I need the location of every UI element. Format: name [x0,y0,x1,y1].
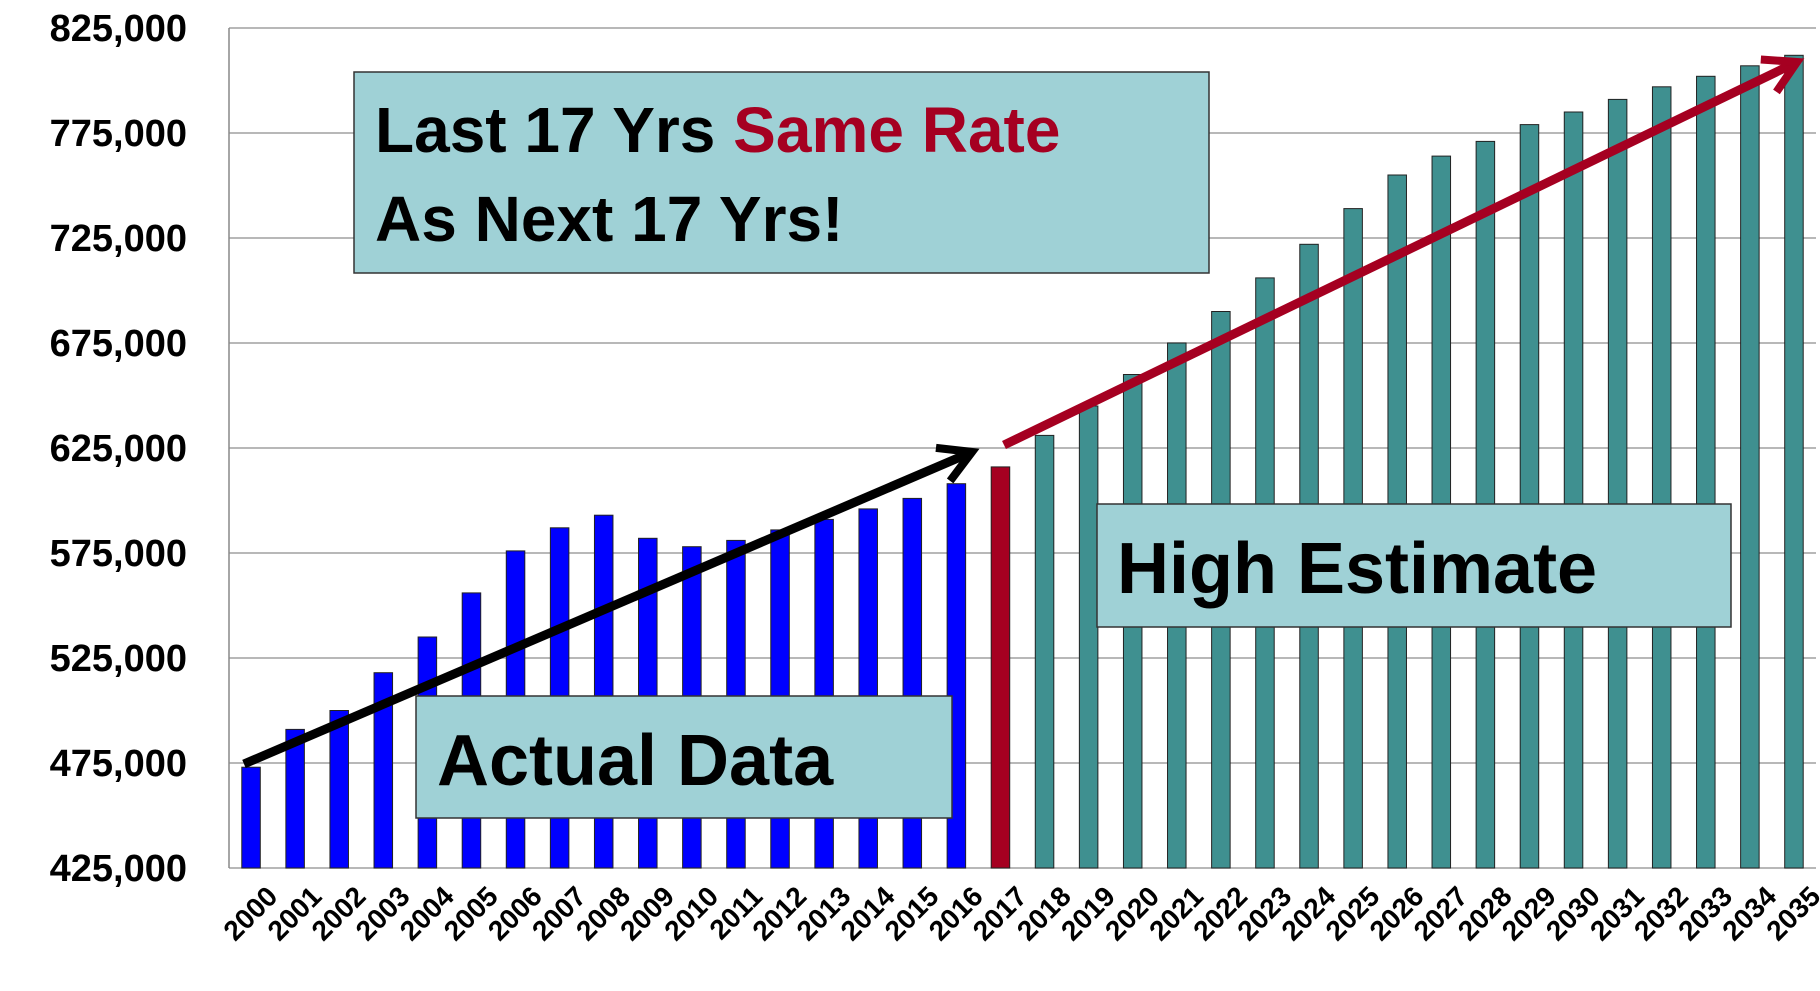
y-tick-label: 425,000 [50,848,187,890]
annotation-text: Same Rate [733,94,1060,166]
annotation: High Estimate [1117,529,1597,609]
bar [1696,75,1716,869]
bar [990,466,1011,869]
bar [1034,434,1055,869]
y-tick-label: 775,000 [50,113,187,155]
bar [373,672,394,869]
y-tick-label: 475,000 [50,743,187,785]
annotation: As Next 17 Yrs! [375,183,843,255]
bar [241,766,261,869]
annotation: Last 17 Yrs Same Rate [375,94,1060,166]
annotation-box [415,695,953,819]
bar [1784,54,1804,869]
bar [1519,124,1540,869]
bar [329,710,349,869]
bar [1078,405,1099,869]
annotation-box [353,71,1210,274]
bar [1563,111,1584,869]
annotation-box [1096,503,1732,628]
bar [285,728,305,869]
trend-arrow [242,443,980,769]
y-tick-label: 825,000 [50,8,187,50]
bar [1740,65,1760,869]
bar [1607,98,1628,869]
bar [1651,86,1672,869]
trend-arrow [1002,55,1805,450]
annotation-text: Last 17 Yrs [375,94,715,166]
y-tick-label: 625,000 [50,428,187,470]
y-tick-label: 725,000 [50,218,187,260]
annotation: Actual Data [437,721,834,801]
y-tick-label: 525,000 [50,638,187,680]
y-tick-label: 675,000 [50,323,187,365]
y-tick-label: 575,000 [50,533,187,575]
